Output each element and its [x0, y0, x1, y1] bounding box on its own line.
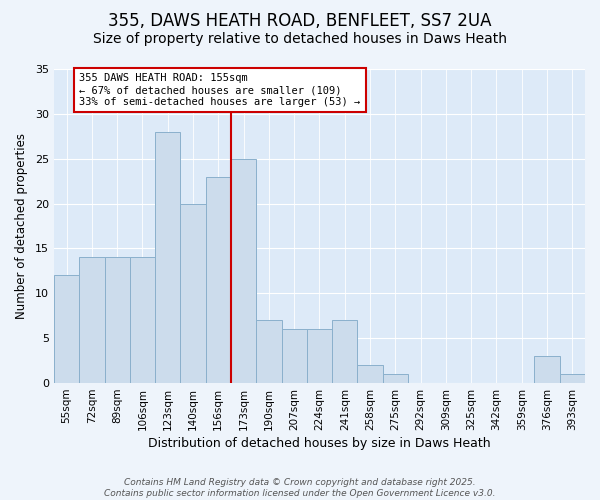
Bar: [206, 176, 231, 383]
Text: 355, DAWS HEATH ROAD, BENFLEET, SS7 2UA: 355, DAWS HEATH ROAD, BENFLEET, SS7 2UA: [108, 12, 492, 30]
Bar: [155, 132, 181, 383]
Bar: [383, 374, 408, 383]
Bar: [231, 158, 256, 383]
Bar: [79, 258, 104, 383]
Bar: [130, 258, 155, 383]
Text: 355 DAWS HEATH ROAD: 155sqm
← 67% of detached houses are smaller (109)
33% of se: 355 DAWS HEATH ROAD: 155sqm ← 67% of det…: [79, 74, 361, 106]
Bar: [332, 320, 358, 383]
Bar: [281, 329, 307, 383]
Text: Contains HM Land Registry data © Crown copyright and database right 2025.
Contai: Contains HM Land Registry data © Crown c…: [104, 478, 496, 498]
Bar: [560, 374, 585, 383]
Bar: [181, 204, 206, 383]
Bar: [307, 329, 332, 383]
Bar: [256, 320, 281, 383]
Y-axis label: Number of detached properties: Number of detached properties: [15, 133, 28, 319]
Bar: [54, 276, 79, 383]
Bar: [358, 365, 383, 383]
Bar: [104, 258, 130, 383]
Text: Size of property relative to detached houses in Daws Heath: Size of property relative to detached ho…: [93, 32, 507, 46]
X-axis label: Distribution of detached houses by size in Daws Heath: Distribution of detached houses by size …: [148, 437, 491, 450]
Bar: [535, 356, 560, 383]
